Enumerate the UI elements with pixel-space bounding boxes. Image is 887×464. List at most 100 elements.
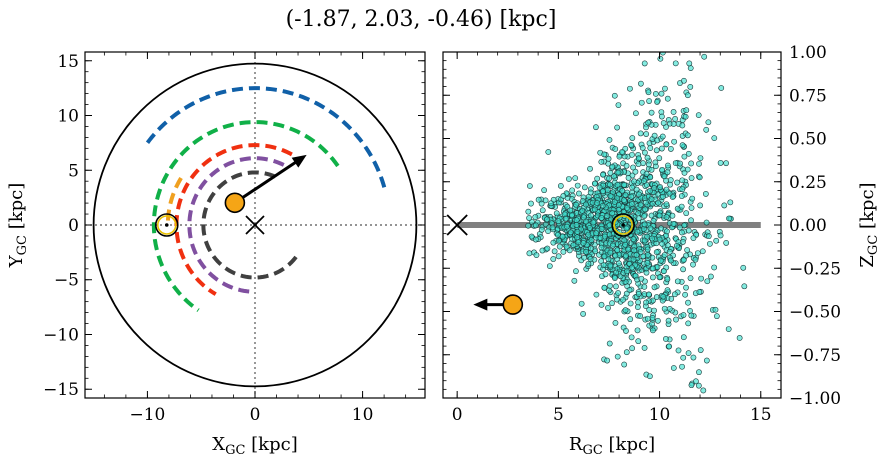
cluster-point xyxy=(648,196,655,202)
cluster-point xyxy=(682,291,689,298)
cluster-point xyxy=(701,53,708,60)
cluster-point xyxy=(654,34,659,39)
cluster-point xyxy=(627,85,633,92)
cluster-point xyxy=(619,149,625,155)
cluster-point xyxy=(651,307,657,314)
cluster-point xyxy=(541,187,548,194)
cluster-point xyxy=(566,176,572,182)
cluster-point xyxy=(683,107,690,114)
cluster-point xyxy=(650,218,657,224)
cluster-point xyxy=(697,347,704,353)
cluster-point xyxy=(622,192,629,198)
cluster-point xyxy=(696,174,703,181)
cluster-point xyxy=(591,180,598,187)
cluster-point xyxy=(625,175,632,181)
cluster-point xyxy=(596,184,603,191)
cluster-point xyxy=(583,218,590,225)
y-tick-label: 1.00 xyxy=(789,43,827,63)
y-tick-label: −0.25 xyxy=(789,259,841,279)
cluster-point xyxy=(741,283,748,290)
cluster-point xyxy=(644,233,651,240)
y-tick-label: 0 xyxy=(68,216,79,236)
cluster-point xyxy=(583,248,589,255)
cluster-point xyxy=(654,99,660,105)
cluster-point xyxy=(611,92,618,99)
cluster-point xyxy=(635,291,642,297)
x-tick-label: 15 xyxy=(750,405,772,425)
cluster-point xyxy=(681,153,688,160)
cluster-point xyxy=(638,99,645,106)
cluster-point xyxy=(545,228,551,235)
cluster-point xyxy=(635,210,642,217)
cluster-point xyxy=(627,300,634,307)
cluster-point xyxy=(588,212,594,219)
y-tick-label: 5 xyxy=(68,161,79,181)
cluster-point xyxy=(629,151,635,158)
cluster-point xyxy=(634,228,641,235)
cluster-point xyxy=(533,252,540,259)
cluster-point xyxy=(598,214,605,221)
cluster-point xyxy=(670,121,677,127)
cluster-point xyxy=(665,162,671,169)
cluster-point xyxy=(651,284,658,291)
cluster-point xyxy=(648,109,655,116)
cluster-point xyxy=(727,199,734,206)
cluster-point xyxy=(641,213,648,219)
x-tick-label: 0 xyxy=(250,405,261,425)
x-tick-label: 10 xyxy=(352,405,374,425)
cluster-point xyxy=(613,283,619,290)
cluster-point xyxy=(605,256,612,263)
cluster-point xyxy=(705,233,712,240)
x-axis-label-right: RGC [kpc] xyxy=(569,434,655,458)
cluster-point xyxy=(607,262,614,269)
cluster-point xyxy=(639,0,644,1)
cluster-point xyxy=(666,343,673,350)
velocity-arrow-head-edge xyxy=(473,298,488,311)
cluster-point xyxy=(687,275,694,282)
cluster-point xyxy=(680,257,687,264)
cluster-point xyxy=(702,408,707,413)
cluster-point xyxy=(685,227,692,234)
cluster-point xyxy=(612,319,619,326)
object-marker-edge xyxy=(502,294,524,315)
cluster-point xyxy=(575,239,582,246)
cluster-point xyxy=(679,363,685,370)
cluster-point xyxy=(579,207,586,214)
spiral-arm-blue xyxy=(143,86,387,188)
cluster-point xyxy=(607,193,614,200)
cluster-point xyxy=(645,89,652,96)
cluster-point xyxy=(683,284,689,291)
cluster-point xyxy=(683,210,690,217)
cluster-point xyxy=(594,200,600,206)
cluster-point xyxy=(690,354,697,361)
cluster-point xyxy=(637,249,644,256)
y-tick-label: −0.50 xyxy=(789,303,841,323)
cluster-point xyxy=(740,264,747,271)
cluster-point xyxy=(713,313,720,320)
cluster-point xyxy=(623,290,630,297)
cluster-point xyxy=(650,265,656,272)
cluster-point xyxy=(646,373,653,380)
cluster-point xyxy=(676,224,683,231)
cluster-point xyxy=(643,124,649,131)
cluster-point xyxy=(685,299,691,306)
cluster-point xyxy=(703,126,710,133)
cluster-point xyxy=(606,340,613,347)
cluster-point xyxy=(688,175,695,181)
cluster-point xyxy=(693,378,699,385)
cluster-point xyxy=(614,181,621,188)
cluster-point xyxy=(642,206,649,213)
cluster-point xyxy=(644,246,651,253)
cluster-point xyxy=(597,235,604,241)
cluster-point xyxy=(695,112,702,119)
cluster-point xyxy=(647,174,654,181)
cluster-point xyxy=(721,202,728,209)
cluster-point xyxy=(638,80,644,87)
cluster-point xyxy=(609,242,616,249)
cluster-point xyxy=(526,250,533,257)
cluster-point xyxy=(695,382,702,389)
cluster-point xyxy=(606,175,612,182)
cluster-point xyxy=(656,274,663,281)
cluster-point xyxy=(557,182,564,189)
cluster-point xyxy=(621,182,628,188)
